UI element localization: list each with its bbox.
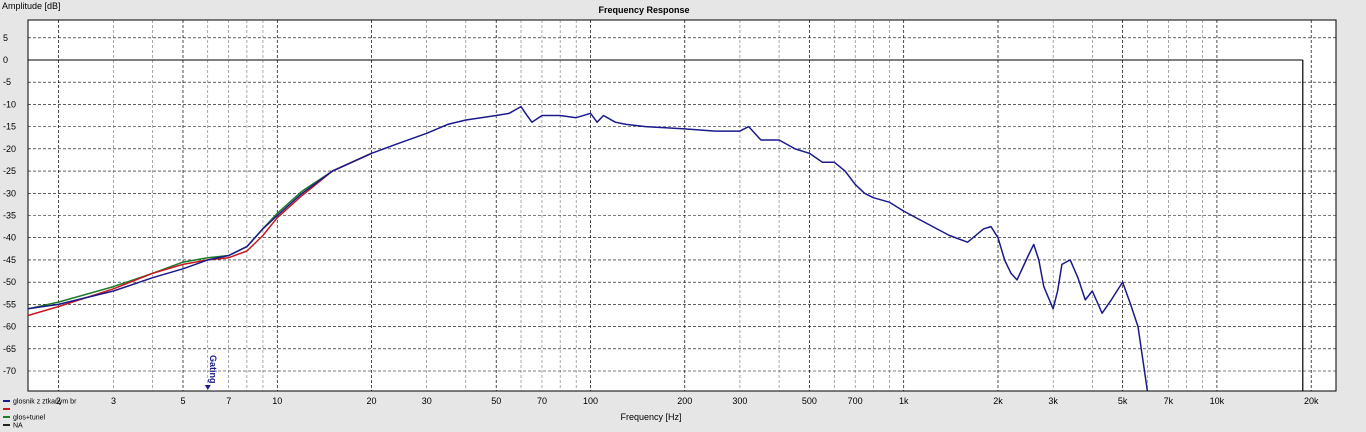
x-tick-label: 7k — [1164, 396, 1174, 406]
y-tick-label: -30 — [3, 188, 16, 198]
x-tick-label: 3 — [111, 396, 116, 406]
x-tick-label: 10k — [1210, 396, 1225, 406]
legend-label: glos+tunel — [13, 415, 46, 422]
y-tick-label: -45 — [3, 255, 16, 265]
y-tick-label: -35 — [3, 210, 16, 220]
y-tick-label: -50 — [3, 277, 16, 287]
y-tick-label: -25 — [3, 166, 16, 176]
gating-marker-arrow — [204, 385, 211, 390]
x-tick-label: 20k — [1304, 396, 1319, 406]
x-tick-label: 100 — [583, 396, 598, 406]
series-line — [27, 105, 1149, 392]
x-tick-label: 500 — [802, 396, 817, 406]
y-tick-label: -10 — [3, 99, 16, 109]
x-tick-label: 5k — [1118, 396, 1128, 406]
legend-label: NA — [13, 423, 23, 430]
x-axis-label: Frequency [Hz] — [620, 412, 681, 422]
x-tick-label: 200 — [677, 396, 692, 406]
y-tick-label: 0 — [3, 55, 8, 65]
plot-area — [27, 19, 1337, 392]
x-tick-labels: 2 3 5 7 10 20 30 50 70 100 200 300 500 700 1k 2k 3k 5k 7k 1… — [56, 396, 1319, 406]
x-tick-label: 3k — [1048, 396, 1058, 406]
y-tick-label: -65 — [3, 344, 16, 354]
x-tick-label: 20 — [367, 396, 377, 406]
y-tick-label: 5 — [3, 33, 8, 43]
gating-marker-label: Gating — [208, 355, 218, 384]
x-tick-label: 10 — [272, 396, 282, 406]
x-tick-label: 70 — [537, 396, 547, 406]
y-tick-label: -55 — [3, 299, 16, 309]
x-tick-label: 5 — [180, 396, 185, 406]
y-tick-label: -20 — [3, 144, 16, 154]
chart-title: Frequency Response — [598, 5, 689, 15]
y-tick-label: -60 — [3, 322, 16, 332]
y-tick-label: -15 — [3, 122, 16, 132]
x-tick-label: 300 — [732, 396, 747, 406]
x-tick-label: 700 — [848, 396, 863, 406]
zero-reference-line — [28, 59, 1304, 391]
y-axis-label: Amplitude [dB] — [2, 1, 61, 11]
x-tick-label: 1k — [899, 396, 909, 406]
series-line — [27, 152, 372, 317]
gating-marker: Gating — [204, 355, 218, 390]
y-tick-label: -40 — [3, 233, 16, 243]
y-tick-label: -5 — [3, 77, 11, 87]
x-tick-label: 2k — [993, 396, 1003, 406]
grid-lines — [28, 20, 1336, 391]
x-tick-label: 2 — [56, 396, 61, 406]
series-lines — [27, 105, 1149, 392]
x-tick-label: 50 — [491, 396, 501, 406]
y-tick-label: -70 — [3, 366, 16, 376]
x-tick-label: 7 — [226, 396, 231, 406]
x-tick-label: 30 — [422, 396, 432, 406]
legend-label: glosnik z ztkanym br — [13, 399, 77, 406]
y-tick-labels: 5 0 -5 -10 -15 -20 -25 -30 -35 -40 -45 -50 -55 -60 -65… — [3, 33, 16, 376]
